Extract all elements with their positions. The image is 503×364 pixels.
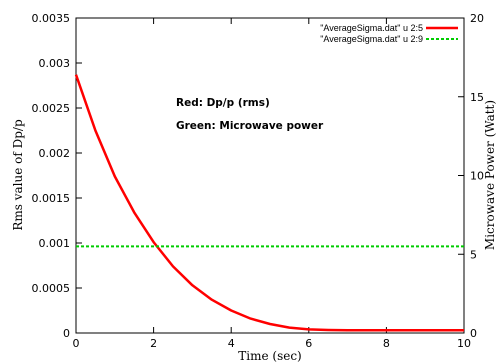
- y-tick-label-6: 0.003: [39, 57, 71, 70]
- legend: "AverageSigma.dat" u 2:5 "AverageSigma.d…: [320, 23, 458, 44]
- y-tick-label-7: 0.0035: [32, 12, 71, 25]
- x-tick-label-2: 4: [228, 337, 235, 350]
- x-tick-label-3: 6: [305, 337, 312, 350]
- y-tick-label-4: 0.002: [39, 147, 71, 160]
- legend-label-0: "AverageSigma.dat" u 2:5: [320, 23, 423, 33]
- y2-axis-label: Microwave Power (Watt): [483, 100, 497, 250]
- y-tick-label-1: 0.0005: [32, 282, 71, 295]
- y2-tick-label-3: 15: [470, 91, 484, 104]
- y-tick-label-5: 0.0025: [32, 102, 71, 115]
- plot-frame: [75, 17, 465, 334]
- series-line-0: [74, 74, 464, 332]
- y-tick-label-0: 0: [63, 327, 70, 340]
- y2-tick-label-1: 5: [470, 248, 477, 261]
- y2-tick-label-4: 20: [470, 12, 484, 25]
- annotation-green: Green: Microwave power: [176, 120, 324, 132]
- x-tick-label-4: 8: [383, 337, 390, 350]
- series-group: [74, 74, 464, 332]
- y2-tick-label-2: 10: [470, 170, 484, 183]
- legend-label-1: "AverageSigma.dat" u 2:9: [320, 34, 423, 44]
- y-tick-label-3: 0.0015: [32, 192, 71, 205]
- y-tick-label-2: 0.001: [39, 237, 71, 250]
- x-tick-label-0: 0: [73, 337, 80, 350]
- y2-tick-label-0: 0: [470, 327, 477, 340]
- x-tick-label-1: 2: [150, 337, 157, 350]
- axis-ticks: 0 2 4 6 8 1000.00050.0010.00150.0020.00250.00…: [32, 12, 485, 350]
- x-tick-label-5: 10: [457, 337, 471, 350]
- x-axis-label: Time (sec): [238, 349, 301, 363]
- annotation-red: Red: Dp/p (rms): [176, 97, 270, 109]
- y-axis-label: Rms value of Dp/p: [11, 119, 25, 231]
